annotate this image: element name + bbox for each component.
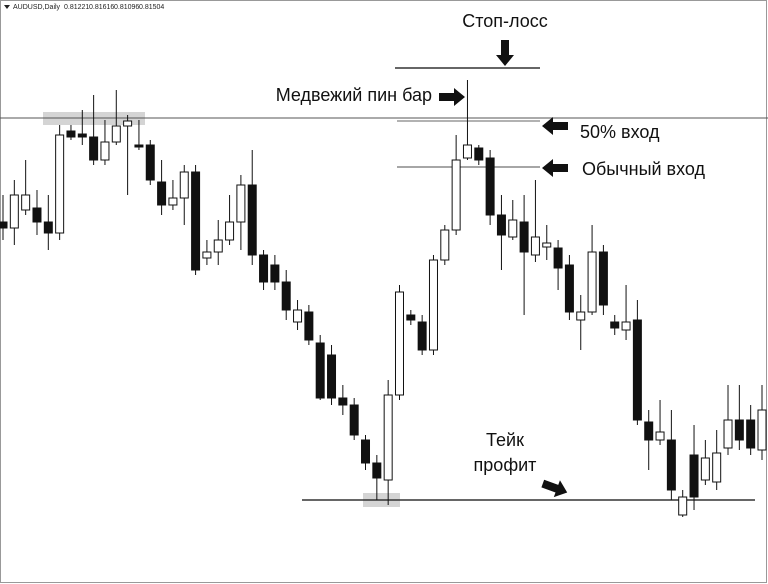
candle-body	[655, 431, 665, 441]
candle-body	[712, 452, 722, 483]
candle-body	[587, 251, 597, 313]
candle-body	[281, 281, 291, 311]
candle-body	[666, 439, 676, 491]
candle-body	[406, 314, 416, 321]
candle-body	[485, 157, 495, 216]
candle-body	[428, 259, 438, 351]
candle-body	[202, 251, 212, 259]
candle-body	[530, 236, 540, 256]
candle-body	[689, 454, 699, 498]
candle-body	[757, 409, 767, 451]
candle-body	[734, 419, 744, 441]
candle-body	[746, 419, 756, 449]
candle-body	[519, 221, 529, 253]
candle-body	[145, 144, 155, 181]
candle-body	[678, 496, 688, 516]
candle-body	[213, 239, 223, 253]
quote-close: 0.81504	[139, 4, 164, 11]
candle-body	[338, 397, 348, 406]
annotation: 50% вход	[580, 122, 660, 142]
annotation: Тейк	[486, 430, 524, 450]
candle-body	[361, 439, 371, 464]
arrow	[542, 117, 568, 135]
candle-body	[270, 264, 280, 283]
arrow	[439, 88, 465, 106]
candle-body	[474, 147, 484, 161]
candle-body	[462, 144, 472, 159]
candle-body	[55, 134, 65, 234]
candle-body	[43, 221, 53, 234]
candle-body	[293, 309, 303, 323]
candle-body	[168, 197, 178, 206]
candle-body	[236, 184, 246, 223]
candle-body	[723, 419, 733, 449]
candle-body	[100, 141, 110, 161]
candle-body	[372, 462, 382, 479]
candle-body	[21, 194, 31, 211]
candle-body	[134, 144, 144, 148]
symbol: AUDUSD,Daily	[13, 4, 61, 11]
candle-body	[89, 136, 99, 161]
candle-body	[451, 159, 461, 231]
candle-body	[610, 321, 620, 329]
annotation: Обычный вход	[582, 159, 706, 179]
candle-body	[315, 342, 325, 399]
candle-body	[383, 394, 393, 481]
candle-body	[576, 311, 586, 321]
candle-body	[259, 254, 269, 283]
candle-body	[327, 354, 337, 399]
arrow	[541, 479, 568, 498]
annotation: профит	[474, 455, 537, 475]
candle-body	[496, 214, 506, 236]
quote-open: 0.81221	[64, 4, 89, 11]
candle-body	[0, 221, 8, 229]
candle-body	[508, 219, 518, 238]
candle-body	[111, 125, 121, 143]
candle-body	[700, 457, 710, 481]
candle-body	[123, 120, 133, 127]
arrow	[496, 40, 514, 66]
quote-high: 0.81616	[89, 4, 114, 11]
candle-body	[394, 291, 404, 396]
candle-body	[225, 221, 235, 241]
candle-body	[349, 404, 359, 436]
candle-body	[9, 194, 19, 229]
menu-triangle	[4, 5, 10, 9]
candle-body	[598, 251, 608, 306]
candle-body	[621, 321, 631, 331]
candle-body	[553, 247, 563, 269]
candle-body	[247, 184, 257, 256]
candle-body	[77, 133, 87, 138]
annotation: Стоп-лосс	[462, 11, 548, 31]
candle-body	[32, 207, 42, 223]
candle-body	[644, 421, 654, 441]
candle-body	[440, 229, 450, 261]
candle-body	[564, 264, 574, 313]
candle-body	[66, 130, 76, 138]
arrow	[542, 159, 568, 177]
candle-body	[632, 319, 642, 421]
candle-body	[191, 171, 201, 271]
candle-body	[179, 171, 189, 199]
annotation: Медвежий пин бар	[276, 85, 432, 105]
candle-body	[304, 311, 314, 341]
candle-body	[157, 181, 167, 206]
candle-body	[542, 242, 552, 248]
quote-low: 0.81096	[114, 4, 139, 11]
candle-body	[417, 321, 427, 351]
